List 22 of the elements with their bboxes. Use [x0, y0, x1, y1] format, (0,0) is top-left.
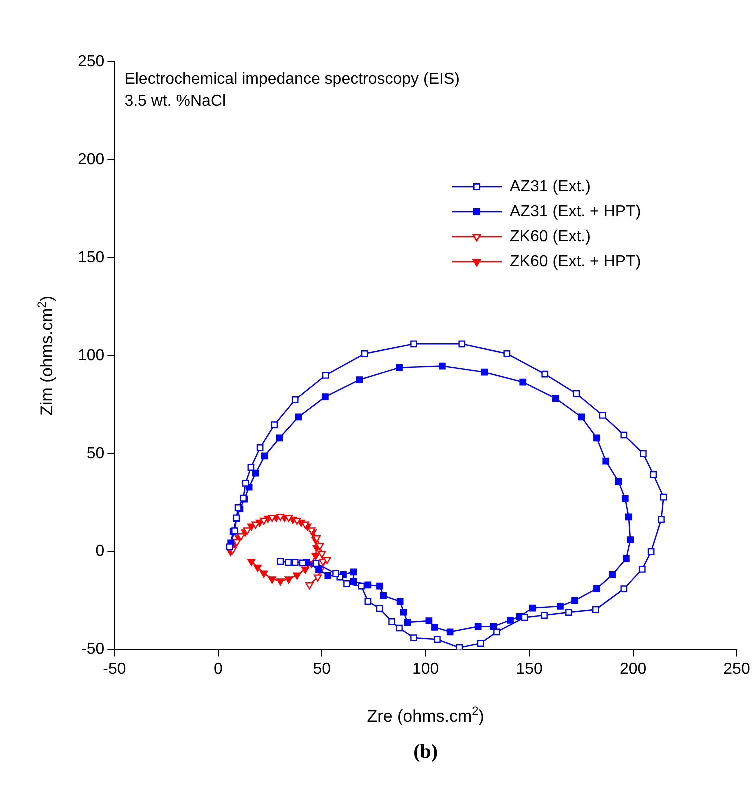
x-tick-label: 150: [516, 660, 544, 678]
x-tick-label: 200: [620, 660, 647, 678]
legend-label: AZ31 (Ext.): [510, 178, 591, 196]
y-axis-title: Zim (ohms.cm2): [34, 296, 57, 416]
x-tick-label: 100: [412, 660, 440, 678]
text: (b): [414, 740, 438, 763]
x-tick-label: -50: [103, 660, 126, 678]
x-tick-label: 250: [724, 660, 750, 678]
legend-label: ZK60 (Ext.): [510, 228, 591, 246]
annotation: Electrochemical impedance spectroscopy (EIS): [124, 71, 460, 88]
annotation: 3.5 wt. %NaCl: [124, 93, 226, 110]
y-tick-label: -50: [82, 641, 105, 658]
legend-label: AZ31 (Ext. + HPT): [510, 203, 642, 220]
y-tick-label: 200: [78, 151, 105, 168]
x-tick-label: 0: [214, 660, 223, 678]
x-tick-label: 50: [313, 660, 332, 678]
legend-label: ZK60 (Ext. + HPT): [510, 253, 642, 270]
y-tick-label: 50: [86, 445, 105, 462]
y-tick-label: 0: [96, 543, 105, 560]
y-tick-label: 150: [78, 249, 105, 266]
y-tick-label: 250: [78, 53, 105, 70]
y-tick-label: 100: [78, 347, 105, 364]
